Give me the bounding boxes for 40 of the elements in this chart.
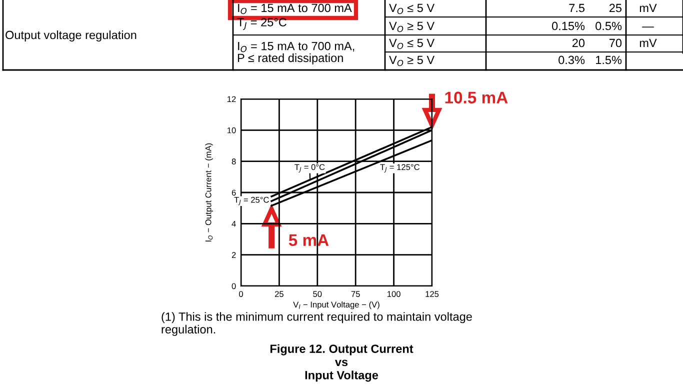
text: 25 bbox=[609, 4, 622, 12]
y-tick-label: 12 bbox=[228, 96, 236, 102]
text: I$_{O}$ = 15 mA to 700 mA bbox=[238, 4, 352, 14]
text: 20 bbox=[572, 38, 585, 48]
text: 0.3% bbox=[558, 56, 585, 64]
x-tick-label: 75 bbox=[351, 291, 360, 297]
x-tick-label: 0 bbox=[239, 291, 243, 297]
series-label: T$_{J}$ = 0°C bbox=[294, 164, 325, 172]
text: 70 bbox=[609, 38, 622, 48]
text: 0.15% bbox=[552, 22, 585, 30]
text: V$_{O}$ ≥ 5 V bbox=[389, 22, 435, 32]
y-tick-label: 4 bbox=[232, 220, 236, 227]
x-tick-label: 100 bbox=[387, 291, 400, 297]
text: — bbox=[642, 26, 654, 28]
text: Figure 12. Output Current vs Input Voltage bbox=[270, 344, 414, 382]
text: I$_{O}$ = 15 mA to 700 mA, P ≤ rated dissipation bbox=[238, 42, 354, 64]
y-tick-label: 0 bbox=[232, 283, 236, 290]
text: V$_{O}$ ≤ 5 V bbox=[389, 38, 435, 50]
text: Output voltage regulation bbox=[6, 30, 136, 42]
text: (1) This is the minimum current required to maintain voltage regulation. bbox=[162, 312, 472, 336]
x-tick-label: 50 bbox=[313, 291, 322, 297]
y-tick-label: 8 bbox=[232, 158, 236, 164]
y-axis-title: I$_{O}$ − Output Current − (mA) bbox=[205, 143, 213, 242]
series-label: T$_{J}$ = 25°C bbox=[234, 196, 269, 206]
text: 7.5 bbox=[569, 4, 585, 12]
text: mV bbox=[640, 4, 657, 12]
y-tick-label: 6 bbox=[232, 190, 236, 196]
x-tick-label: 125 bbox=[426, 291, 439, 297]
series-label: T$_{J}$ = 125°C bbox=[380, 164, 420, 172]
text: 1.5% bbox=[596, 56, 622, 64]
annotation: 10.5 mA bbox=[445, 92, 508, 104]
x-tick-label: 25 bbox=[274, 291, 284, 297]
text: 0.5% bbox=[596, 22, 622, 30]
y-tick-label: 10 bbox=[228, 127, 236, 134]
text: mV bbox=[640, 38, 657, 48]
y-tick-label: 2 bbox=[232, 252, 236, 258]
text: V$_{O}$ ≤ 5 V bbox=[389, 4, 435, 14]
text: V$_{O}$ ≥ 5 V bbox=[389, 56, 435, 66]
x-axis-title: V$_{I}$ − Input Voltage − (V) bbox=[293, 301, 380, 310]
text: T$_{J}$ = 25°C bbox=[237, 18, 286, 30]
